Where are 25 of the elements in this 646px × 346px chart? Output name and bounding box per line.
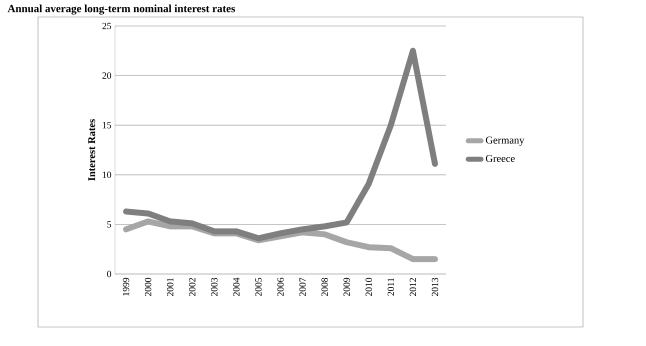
y-tick-label: 20	[102, 72, 112, 79]
x-tick-label: 2004	[233, 278, 240, 296]
x-tick-label: 2003	[211, 278, 218, 296]
x-tick-label: 2001	[166, 278, 174, 296]
x-tick-label: 2006	[277, 278, 284, 296]
x-tick-label: 2005	[255, 278, 262, 296]
x-tick-label: 2012	[410, 278, 416, 296]
chart-title: Annual average long-term nominal interest rates	[8, 4, 236, 15]
y-tick-label: 25	[102, 22, 112, 30]
x-tick-label: 1999	[122, 278, 130, 296]
x-tick-label: 2008	[321, 278, 328, 296]
x-tick-label: 2007	[299, 278, 306, 296]
y-tick-label: 5	[107, 221, 112, 228]
y-tick-label: 15	[102, 122, 112, 128]
x-tick-label: 2009	[344, 278, 350, 296]
legend-label: Germany	[486, 136, 524, 146]
y-axis-title: Interest Rates	[88, 119, 96, 181]
x-tick-label: 2002	[189, 278, 196, 296]
x-tick-label: 2011	[388, 278, 394, 296]
x-tick-label: 2013	[432, 278, 438, 296]
y-tick-label: 0	[107, 270, 112, 278]
x-tick-label: 2010	[366, 278, 372, 296]
legend-label: Greece	[486, 154, 515, 162]
x-tick-label: 2000	[144, 278, 152, 296]
y-tick-label: 10	[102, 172, 112, 178]
